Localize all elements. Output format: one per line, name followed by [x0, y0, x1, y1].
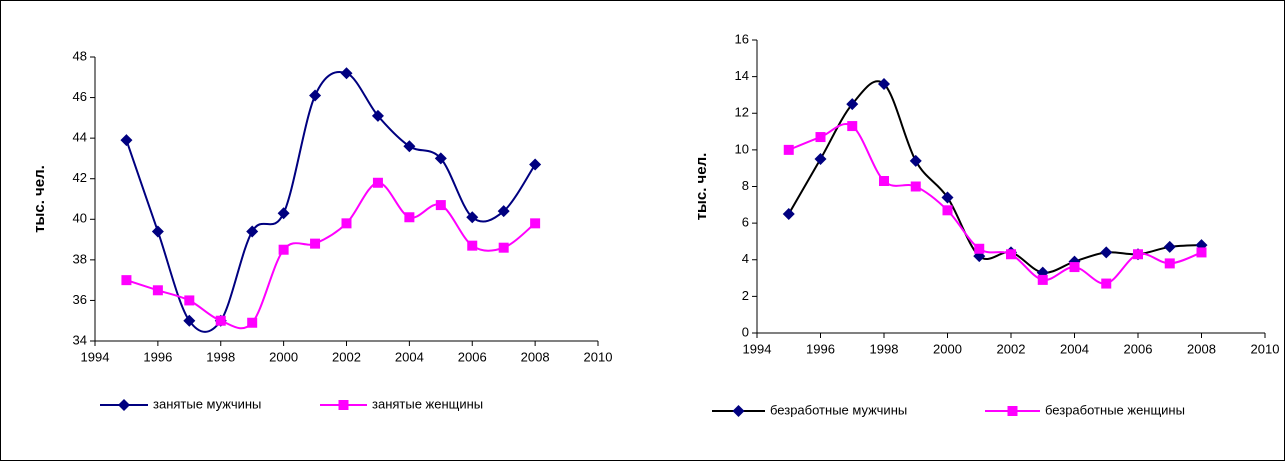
marker — [1069, 262, 1080, 273]
x-tick-label: 1996 — [806, 341, 835, 356]
marker — [215, 315, 226, 326]
y-tick-label: 6 — [742, 215, 749, 230]
x-tick-label: 2000 — [933, 341, 962, 356]
y-tick-label: 14 — [735, 68, 749, 83]
marker — [372, 177, 383, 188]
legend-label: безработные женщины — [1045, 402, 1185, 417]
marker — [530, 218, 541, 229]
marker — [466, 211, 479, 224]
marker — [529, 158, 542, 171]
x-tick-label: 1994 — [743, 341, 772, 356]
marker — [1133, 249, 1143, 260]
marker — [497, 205, 510, 218]
marker — [247, 317, 258, 328]
marker — [341, 218, 352, 229]
marker — [151, 225, 164, 238]
marker — [121, 275, 132, 286]
marker — [183, 314, 196, 327]
marker — [403, 140, 416, 153]
marker — [783, 144, 794, 155]
marker — [782, 207, 795, 220]
marker — [340, 67, 353, 80]
marker — [310, 238, 321, 249]
marker — [184, 295, 195, 306]
marker — [1037, 274, 1048, 285]
legend-marker — [118, 399, 130, 411]
y-tick-label: 40 — [73, 211, 87, 226]
x-tick-label: 2010 — [1251, 341, 1280, 356]
marker — [974, 243, 985, 254]
marker — [467, 240, 478, 251]
x-tick-label: 2008 — [1187, 341, 1216, 356]
legend-label: занятые мужчины — [153, 396, 261, 411]
x-tick-label: 2010 — [584, 349, 613, 364]
marker — [879, 176, 889, 187]
legend-label: безработные мужчины — [770, 402, 907, 417]
y-tick-label: 0 — [742, 324, 749, 339]
y-tick-label: 44 — [73, 130, 87, 145]
x-tick-label: 2006 — [458, 349, 487, 364]
marker — [847, 121, 858, 132]
x-tick-label: 1994 — [81, 349, 110, 364]
y-tick-label: 8 — [742, 178, 749, 193]
marker — [815, 132, 826, 143]
marker — [1006, 249, 1016, 260]
y-tick-label: 34 — [73, 332, 87, 347]
legend-label: занятые женщины — [372, 396, 483, 411]
marker — [941, 191, 954, 204]
legend-marker — [732, 405, 745, 417]
x-tick-label: 1998 — [870, 341, 899, 356]
y-tick-label: 36 — [73, 292, 87, 307]
y-tick-label: 4 — [742, 251, 749, 266]
marker — [498, 242, 509, 253]
y-axis-label: тыс. чел. — [693, 153, 710, 221]
y-tick-label: 38 — [73, 251, 87, 266]
marker — [1196, 247, 1207, 258]
x-tick-label: 2004 — [1060, 341, 1089, 356]
x-tick-label: 2002 — [997, 341, 1026, 356]
marker — [309, 89, 322, 102]
marker — [1101, 278, 1112, 289]
y-axis-label: тыс. чел. — [31, 165, 48, 233]
marker — [878, 77, 890, 90]
y-tick-label: 16 — [735, 31, 749, 46]
marker — [152, 285, 163, 296]
marker — [120, 134, 133, 147]
y-tick-label: 2 — [742, 288, 749, 303]
marker — [278, 244, 289, 255]
x-tick-label: 2008 — [521, 349, 550, 364]
legend-marker — [1007, 406, 1018, 416]
x-tick-label: 2000 — [269, 349, 298, 364]
x-tick-label: 1996 — [143, 349, 172, 364]
marker — [910, 181, 921, 192]
marker — [246, 225, 259, 238]
marker — [846, 98, 859, 111]
marker — [435, 200, 446, 211]
y-tick-label: 42 — [73, 170, 87, 185]
marker — [942, 205, 953, 216]
marker — [909, 154, 922, 167]
marker — [814, 153, 827, 166]
x-tick-label: 1998 — [206, 349, 235, 364]
x-tick-label: 2004 — [395, 349, 424, 364]
marker — [404, 212, 415, 223]
marker — [1163, 240, 1176, 253]
marker — [277, 207, 290, 220]
legend-marker — [338, 400, 349, 410]
y-tick-label: 10 — [735, 141, 749, 156]
marker — [371, 109, 384, 122]
marker — [434, 152, 447, 165]
y-tick-label: 12 — [735, 105, 749, 120]
x-tick-label: 2006 — [1124, 341, 1153, 356]
y-tick-label: 46 — [73, 89, 87, 104]
marker — [1100, 246, 1113, 259]
x-tick-label: 2002 — [332, 349, 361, 364]
y-tick-label: 48 — [73, 48, 87, 63]
marker — [1164, 258, 1175, 269]
